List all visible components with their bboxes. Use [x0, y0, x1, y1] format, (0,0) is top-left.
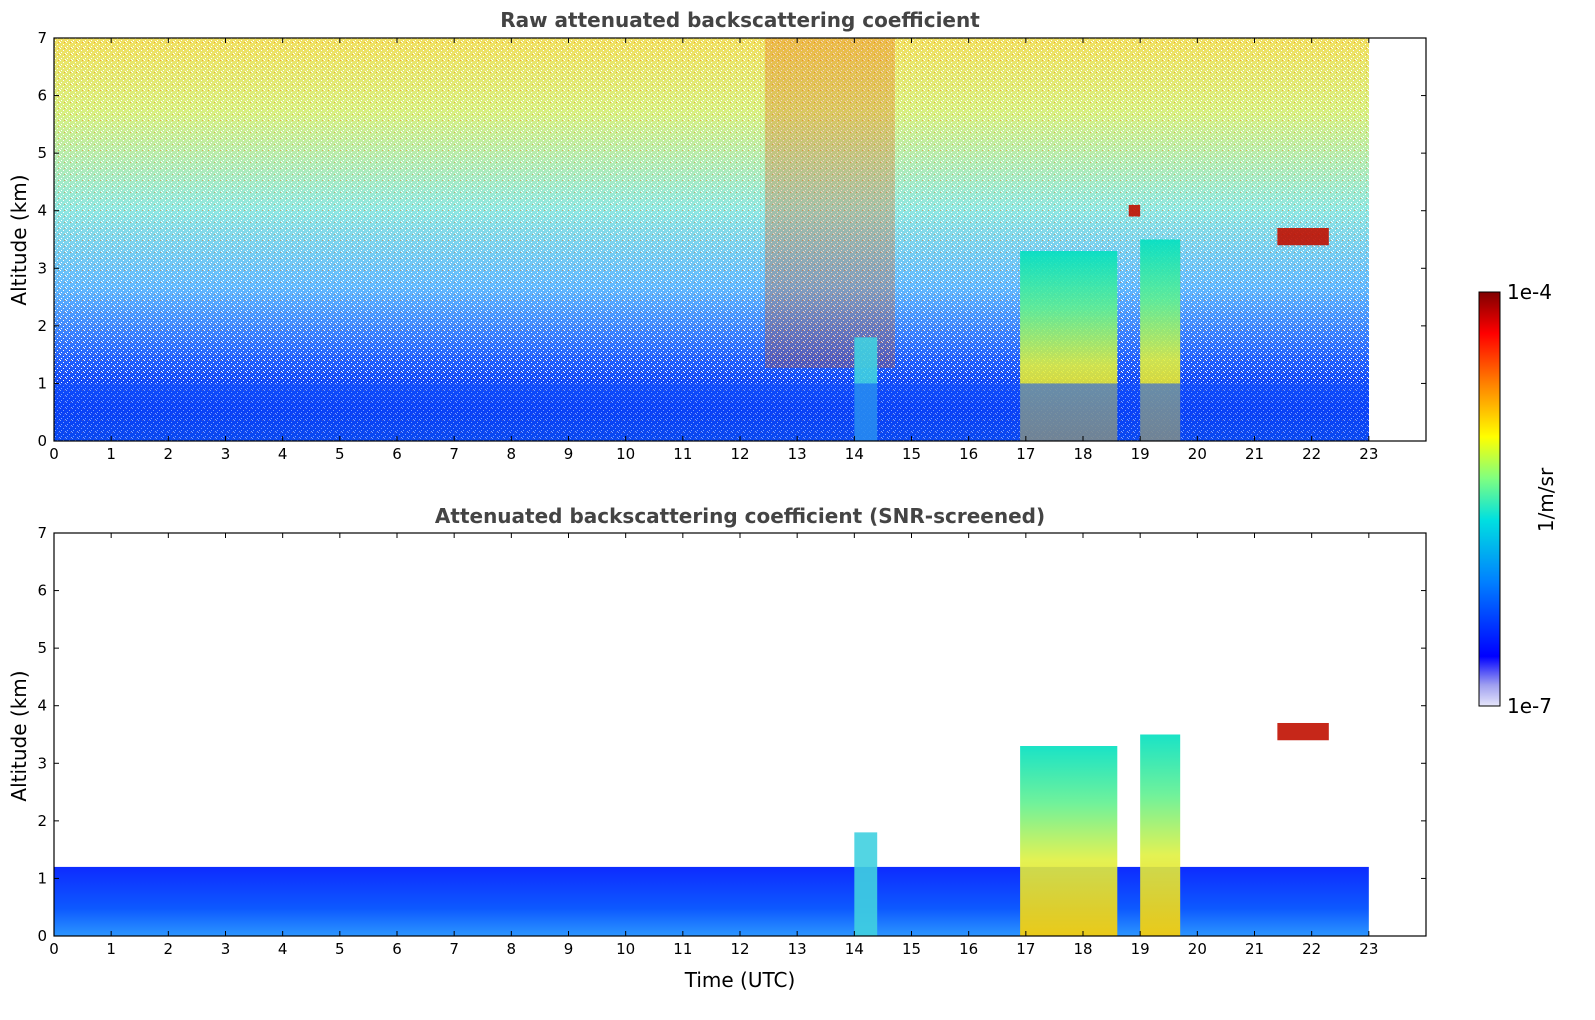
x-tick-label: 10 [616, 445, 635, 463]
colorbar: 1e-4 1e-7 1/m/sr [1478, 280, 1558, 718]
x-tick-label: 21 [1245, 445, 1264, 463]
x-tick-label: 19 [1131, 445, 1150, 463]
y-tick-label: 0 [37, 927, 47, 945]
x-tick-label: 6 [392, 445, 402, 463]
cloud-feature [1277, 722, 1329, 741]
x-tick-label: 4 [278, 445, 288, 463]
x-tick-label: 9 [564, 445, 574, 463]
x-tick-label: 8 [507, 445, 517, 463]
red-noise-band [765, 38, 895, 368]
y-tick-label: 6 [37, 87, 47, 105]
colorbar-gradient [1478, 291, 1501, 707]
x-tick-label: 14 [845, 445, 864, 463]
y-axis-label: Altitude (km) [7, 174, 31, 305]
y-tick-label: 5 [37, 639, 47, 657]
x-tick-label: 9 [564, 940, 574, 958]
x-tick-label: 7 [449, 445, 459, 463]
panel-title: Attenuated backscattering coefficient (S… [435, 504, 1045, 528]
y-axis-label: Altitude (km) [7, 670, 31, 801]
x-tick-label: 16 [959, 940, 978, 958]
panel-raw: Raw attenuated backscattering coefficien… [7, 8, 1427, 463]
x-tick-label: 0 [49, 445, 59, 463]
y-tick-label: 6 [37, 582, 47, 600]
x-tick-label: 5 [335, 445, 345, 463]
heatmap-screened [54, 722, 1369, 936]
y-tick-label: 0 [37, 432, 47, 450]
x-tick-label: 3 [221, 445, 231, 463]
x-tick-label: 18 [1073, 940, 1092, 958]
cloud-feature [1140, 734, 1181, 936]
x-tick-label: 18 [1073, 445, 1092, 463]
x-tick-label: 19 [1131, 940, 1150, 958]
x-tick-label: 11 [673, 940, 692, 958]
x-tick-label: 23 [1359, 445, 1378, 463]
y-tick-label: 3 [37, 259, 47, 277]
x-tick-label: 4 [278, 940, 288, 958]
y-tick-label: 3 [37, 754, 47, 772]
y-tick-label: 2 [37, 812, 47, 830]
y-tick-label: 7 [37, 524, 47, 542]
y-tick-label: 7 [37, 29, 47, 47]
x-tick-label: 1 [106, 940, 116, 958]
x-tick-label: 21 [1245, 940, 1264, 958]
x-tick-label: 0 [49, 940, 59, 958]
panel-screened: Attenuated backscattering coefficient (S… [7, 504, 1427, 992]
x-tick-label: 23 [1359, 940, 1378, 958]
heatmap-raw [54, 38, 1369, 441]
y-tick-label: 4 [37, 202, 47, 220]
x-tick-label: 17 [1016, 445, 1035, 463]
x-tick-label: 22 [1302, 940, 1321, 958]
y-tick-label: 2 [37, 317, 47, 335]
x-tick-label: 5 [335, 940, 345, 958]
x-tick-label: 15 [902, 940, 921, 958]
panel-title: Raw attenuated backscattering coefficien… [500, 8, 980, 32]
y-tick-label: 4 [37, 697, 47, 715]
x-tick-label: 10 [616, 940, 635, 958]
x-tick-label: 12 [730, 445, 749, 463]
x-tick-label: 20 [1188, 940, 1207, 958]
colorbar-min-label: 1e-7 [1507, 694, 1552, 718]
x-tick-label: 3 [221, 940, 231, 958]
cloud-feature [1020, 746, 1118, 936]
colorbar-unit-label: 1/m/sr [1534, 467, 1558, 532]
colorbar-max-label: 1e-4 [1507, 280, 1552, 304]
x-tick-label: 11 [673, 445, 692, 463]
boundary-layer-feature [54, 383, 1369, 441]
x-tick-label: 7 [449, 940, 459, 958]
x-tick-label: 12 [730, 940, 749, 958]
x-tick-label: 1 [106, 445, 116, 463]
x-tick-label: 17 [1016, 940, 1035, 958]
x-tick-label: 22 [1302, 445, 1321, 463]
x-tick-label: 8 [507, 940, 517, 958]
x-tick-label: 6 [392, 940, 402, 958]
x-tick-label: 14 [845, 940, 864, 958]
x-axis-label: Time (UTC) [684, 968, 796, 992]
cloud-feature [1128, 204, 1141, 217]
x-tick-label: 20 [1188, 445, 1207, 463]
x-tick-label: 2 [164, 940, 174, 958]
x-tick-label: 2 [164, 445, 174, 463]
x-tick-label: 13 [788, 940, 807, 958]
x-tick-label: 13 [788, 445, 807, 463]
x-tick-label: 15 [902, 445, 921, 463]
y-tick-label: 1 [37, 869, 47, 887]
x-tick-label: 16 [959, 445, 978, 463]
cloud-feature [854, 832, 878, 936]
y-tick-label: 1 [37, 374, 47, 392]
y-tick-label: 5 [37, 144, 47, 162]
cloud-feature [1277, 227, 1329, 246]
